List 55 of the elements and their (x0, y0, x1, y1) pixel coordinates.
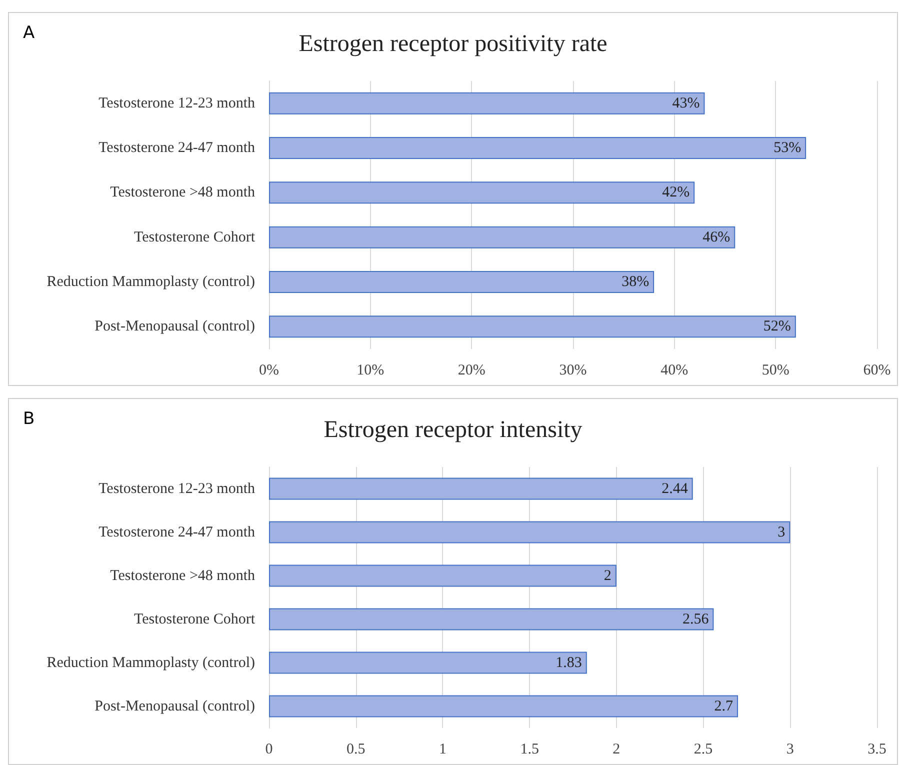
y-tick-label: Reduction Mammoplasty (control) (46, 654, 255, 671)
x-tick-label: 2.5 (694, 742, 713, 758)
data-label: 3 (778, 524, 786, 540)
x-tick-label: 40% (660, 362, 688, 378)
y-tick-label: Post-Menopausal (control) (94, 698, 255, 714)
y-tick-label: Reduction Mammoplasty (control) (46, 274, 255, 290)
y-tick-label: Testosterone Cohort (134, 611, 256, 628)
data-label: 43% (672, 95, 700, 112)
y-tick-label: Testosterone Cohort (134, 229, 256, 246)
x-tick-label: 60% (863, 362, 891, 378)
x-tick-label: 0.5 (346, 742, 366, 758)
x-tick-label: 1.5 (520, 742, 539, 758)
x-tick-label: 0% (259, 362, 279, 378)
data-label: 38% (622, 274, 650, 290)
data-label: 2.44 (662, 480, 688, 497)
y-tick-label: Testosterone 12-23 month (98, 480, 256, 497)
data-label: 46% (702, 229, 730, 246)
data-label: 2 (604, 568, 612, 584)
data-label: 52% (763, 318, 791, 335)
bar (269, 271, 654, 293)
x-tick-label: 30% (559, 362, 587, 378)
x-tick-label: 3 (786, 742, 794, 758)
bar (269, 182, 695, 204)
x-tick-label: 20% (458, 362, 486, 378)
x-tick-label: 50% (762, 362, 790, 378)
chart-title: Estrogen receptor positivity rate (298, 31, 608, 57)
x-tick-label: 10% (356, 362, 384, 378)
bar (269, 92, 705, 114)
bar (269, 564, 616, 587)
text: B (23, 409, 35, 429)
y-tick-label: Testosterone 24-47 month (98, 524, 256, 540)
data-label: 53% (774, 140, 802, 156)
bar (269, 521, 790, 544)
x-tick-label: 2 (612, 742, 620, 758)
y-tick-label: Testosterone 24-47 month (98, 140, 256, 156)
bar (269, 695, 738, 718)
bar (269, 478, 693, 500)
x-tick-label: 3.5 (868, 742, 886, 758)
data-label: 1.83 (556, 654, 582, 671)
bar (269, 652, 587, 674)
y-tick-label: Post-Menopausal (control) (94, 318, 255, 335)
data-label: 2.56 (682, 611, 710, 628)
y-tick-label: Testosterone >48 month (110, 568, 256, 584)
y-tick-label: Testosterone 12-23 month (98, 95, 256, 112)
data-label: 2.7 (714, 698, 734, 714)
bar (269, 608, 714, 630)
chart-title: Estrogen receptor intensity (324, 417, 582, 443)
bar (269, 316, 796, 338)
x-tick-label: 1 (438, 742, 446, 758)
data-label: 42% (662, 184, 690, 201)
bar (269, 226, 736, 248)
bar (269, 137, 806, 159)
y-tick-label: Testosterone >48 month (110, 184, 256, 201)
text: A (23, 23, 35, 43)
x-tick-label: 0 (265, 742, 273, 758)
